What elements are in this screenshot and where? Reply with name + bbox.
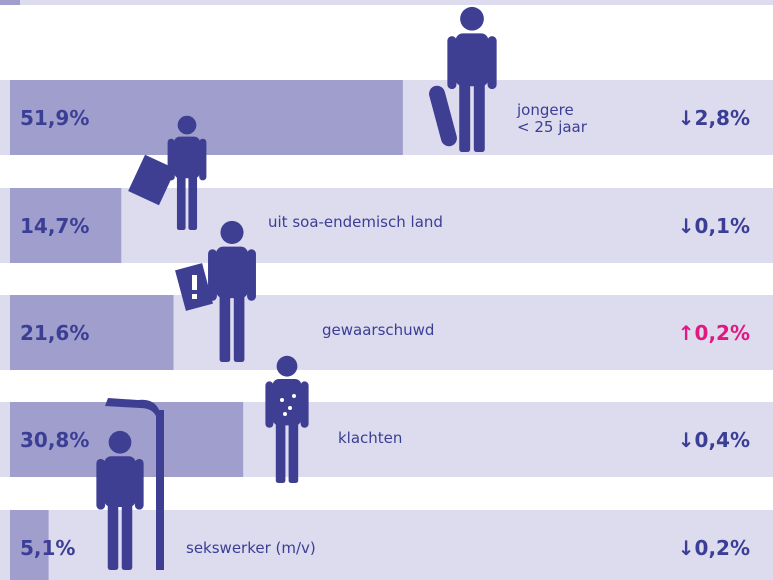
value-label: 30,8%	[20, 428, 90, 452]
bar	[10, 510, 49, 580]
change-label: ↓0,1%	[677, 214, 750, 238]
category-label: jongere < 25 jaar	[517, 101, 587, 136]
category-label: klachten	[338, 429, 403, 447]
change-label: ↓0,2%	[677, 536, 750, 560]
change-label: ↑0,2%	[677, 321, 750, 345]
change-label: ↓0,4%	[677, 428, 750, 452]
bar	[10, 188, 122, 263]
category-label: gewaarschuwd	[322, 321, 435, 339]
value-label: 21,6%	[20, 321, 90, 345]
value-label: 14,7%	[20, 214, 90, 238]
value-label: 51,9%	[20, 106, 90, 130]
category-label: uit soa-endemisch land	[268, 213, 443, 231]
value-label: 5,1%	[20, 536, 76, 560]
bar	[10, 80, 403, 155]
bar	[10, 295, 174, 370]
change-label: ↓2,8%	[677, 106, 750, 130]
category-label: sekswerker (m/v)	[186, 539, 316, 557]
